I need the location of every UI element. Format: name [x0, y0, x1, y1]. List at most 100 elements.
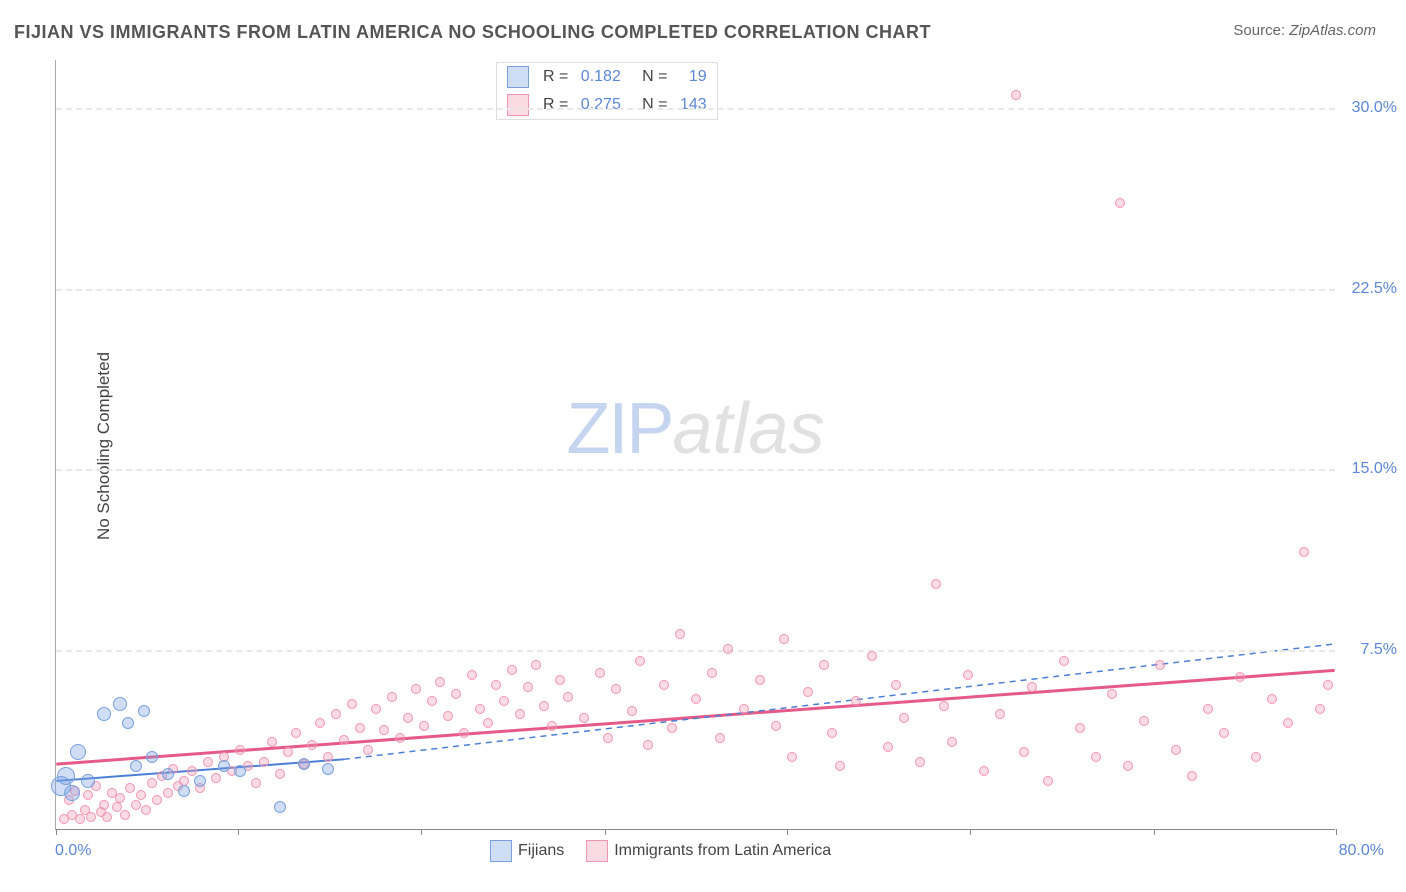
immigrants-point — [515, 709, 525, 719]
immigrants-point — [1019, 747, 1029, 757]
immigrants-point — [1323, 680, 1333, 690]
immigrants-point — [947, 737, 957, 747]
fijians-point — [57, 767, 75, 785]
immigrants-point — [915, 757, 925, 767]
immigrants-point — [467, 670, 477, 680]
immigrants-point — [1123, 761, 1133, 771]
immigrants-point — [555, 675, 565, 685]
immigrants-point — [931, 579, 941, 589]
immigrants-point — [125, 783, 135, 793]
immigrants-point — [1171, 745, 1181, 755]
immigrants-point — [1115, 198, 1125, 208]
immigrants-point — [99, 800, 109, 810]
gridline — [56, 289, 1335, 291]
immigrants-point — [499, 696, 509, 706]
immigrants-point — [379, 725, 389, 735]
immigrants-point — [267, 737, 277, 747]
immigrants-point — [163, 788, 173, 798]
trendline — [344, 644, 1335, 759]
x-tick — [1154, 829, 1155, 835]
immigrants-point — [675, 629, 685, 639]
immigrants-point — [787, 752, 797, 762]
immigrants-point — [315, 718, 325, 728]
immigrants-point — [707, 668, 717, 678]
trend-lines-layer — [56, 60, 1335, 829]
immigrants-point — [779, 634, 789, 644]
fijians-point — [70, 744, 86, 760]
immigrants-point — [115, 793, 125, 803]
immigrants-point — [1075, 723, 1085, 733]
immigrants-point — [755, 675, 765, 685]
immigrants-point — [411, 684, 421, 694]
fijians-point — [162, 768, 174, 780]
legend-label-immigrants: Immigrants from Latin America — [614, 842, 831, 859]
immigrants-point — [667, 723, 677, 733]
immigrants-point — [75, 814, 85, 824]
immigrants-point — [979, 766, 989, 776]
fijians-point — [122, 717, 134, 729]
x-tick — [238, 829, 239, 835]
source-attribution: Source: ZipAtlas.com — [1233, 22, 1376, 39]
immigrants-point — [595, 668, 605, 678]
immigrants-point — [1251, 752, 1261, 762]
x-axis-max: 80.0% — [1339, 842, 1384, 860]
immigrants-point — [627, 706, 637, 716]
gridline — [56, 469, 1335, 471]
immigrants-point — [451, 689, 461, 699]
y-tick-label: 22.5% — [1352, 280, 1397, 298]
immigrants-point — [507, 665, 517, 675]
immigrants-point — [1059, 656, 1069, 666]
x-axis-min: 0.0% — [55, 842, 91, 860]
immigrants-point — [691, 694, 701, 704]
immigrants-point — [723, 644, 733, 654]
immigrants-point — [539, 701, 549, 711]
y-tick-label: 7.5% — [1361, 641, 1397, 659]
x-tick — [787, 829, 788, 835]
immigrants-point — [355, 723, 365, 733]
fijians-point — [234, 765, 246, 777]
immigrants-point — [275, 769, 285, 779]
immigrants-point — [939, 701, 949, 711]
fijians-point — [64, 785, 80, 801]
gridline — [56, 108, 1335, 110]
immigrants-point — [603, 733, 613, 743]
immigrants-point — [1043, 776, 1053, 786]
immigrants-point — [1299, 547, 1309, 557]
x-tick — [970, 829, 971, 835]
immigrants-point — [635, 656, 645, 666]
immigrants-point — [83, 790, 93, 800]
immigrants-point — [891, 680, 901, 690]
fijians-point — [178, 785, 190, 797]
x-tick — [421, 829, 422, 835]
fijians-point — [298, 758, 310, 770]
immigrants-point — [86, 812, 96, 822]
immigrants-point — [771, 721, 781, 731]
immigrants-point — [739, 704, 749, 714]
immigrants-point — [611, 684, 621, 694]
swatch-immigrants-icon — [586, 840, 608, 862]
immigrants-point — [851, 696, 861, 706]
immigrants-point — [563, 692, 573, 702]
immigrants-point — [1139, 716, 1149, 726]
immigrants-point — [715, 733, 725, 743]
source-label: Source: — [1233, 22, 1285, 39]
y-tick-label: 30.0% — [1352, 99, 1397, 117]
immigrants-point — [899, 713, 909, 723]
immigrants-point — [120, 810, 130, 820]
immigrants-point — [1267, 694, 1277, 704]
immigrants-point — [1091, 752, 1101, 762]
immigrants-point — [659, 680, 669, 690]
immigrants-point — [251, 778, 261, 788]
immigrants-point — [307, 740, 317, 750]
immigrants-point — [1219, 728, 1229, 738]
immigrants-point — [259, 757, 269, 767]
immigrants-point — [1011, 90, 1021, 100]
immigrants-point — [547, 721, 557, 731]
immigrants-point — [867, 651, 877, 661]
immigrants-point — [819, 660, 829, 670]
x-tick — [605, 829, 606, 835]
immigrants-point — [491, 680, 501, 690]
immigrants-point — [1187, 771, 1197, 781]
immigrants-point — [136, 790, 146, 800]
fijians-point — [218, 760, 230, 772]
